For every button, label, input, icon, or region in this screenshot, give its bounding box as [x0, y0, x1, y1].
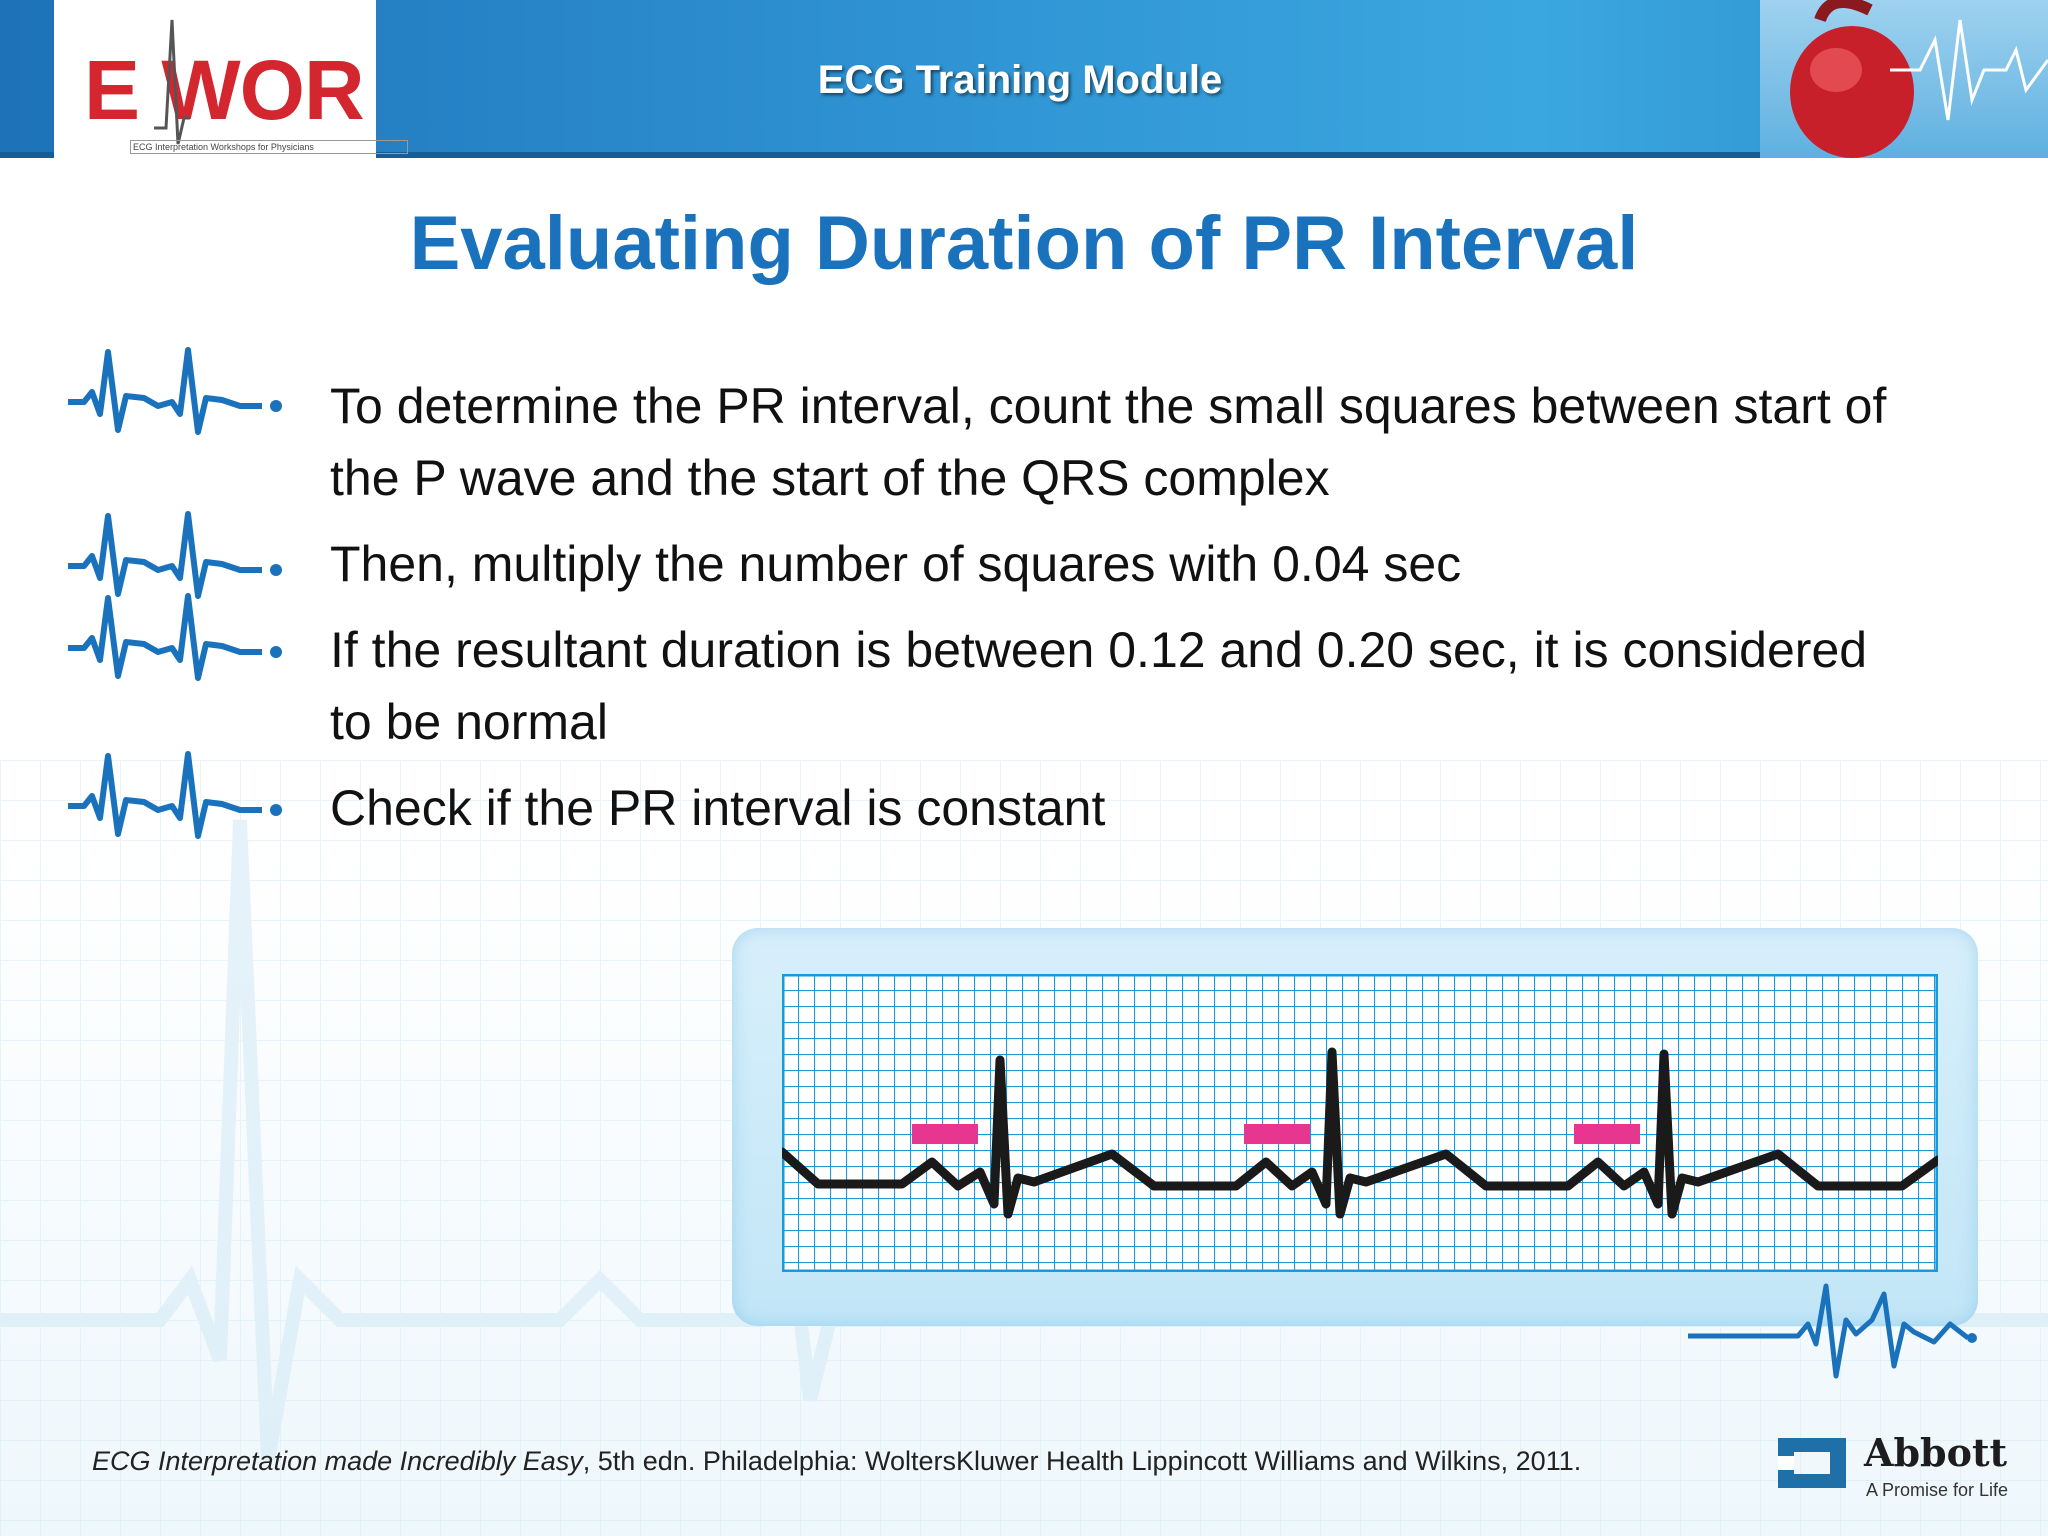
bullet-3: If the resultant duration is between 0.1…: [330, 622, 1868, 750]
ecg-trace: [782, 1047, 1938, 1219]
bullet-1: To determine the PR interval, count the …: [330, 378, 1887, 506]
heart-icon: [1790, 0, 2048, 158]
pr-interval-marker: [912, 1124, 978, 1144]
ecg-bullet-icon: [68, 347, 282, 435]
ecg-strip-figure: [782, 974, 1938, 1272]
citation-title: ECG Interpretation made Incredibly Easy: [92, 1446, 583, 1476]
logo-heartbeat-icon: [154, 19, 190, 145]
logo-text: E WOR: [84, 43, 365, 137]
ecg-bullet-icon: [68, 511, 282, 599]
abbott-mark-icon: [1778, 1438, 1846, 1488]
bullet-2: Then, multiply the number of squares wit…: [330, 536, 1462, 592]
pr-interval-marker: [1244, 1124, 1310, 1144]
abbott-name: Abbott: [1864, 1430, 2008, 1475]
slide-title: Evaluating Duration of PR Interval: [409, 201, 1639, 286]
heart-illustration: [1760, 0, 2048, 158]
header-title: ECG Training Module: [817, 58, 1223, 102]
abbott-logo: Abbott A Promise for Life: [1772, 1430, 2022, 1510]
logo-subtext: ECG Interpretation Workshops for Physici…: [130, 140, 408, 154]
ecg-bullet-icon: [68, 751, 282, 839]
ewor-logo: E WOR ECG Interpretation Workshops for P…: [54, 0, 408, 158]
pr-interval-marker: [1574, 1124, 1640, 1144]
ecg-bullet-icon: [68, 593, 282, 681]
bullet-4: Check if the PR interval is constant: [330, 780, 1106, 836]
abbott-tagline: A Promise for Life: [1866, 1480, 2009, 1500]
citation: ECG Interpretation made Incredibly Easy,…: [92, 1446, 1581, 1477]
citation-details: , 5th edn. Philadelphia: WoltersKluwer H…: [582, 1446, 1582, 1476]
footer-heartbeat-icon: [1688, 1283, 1977, 1379]
